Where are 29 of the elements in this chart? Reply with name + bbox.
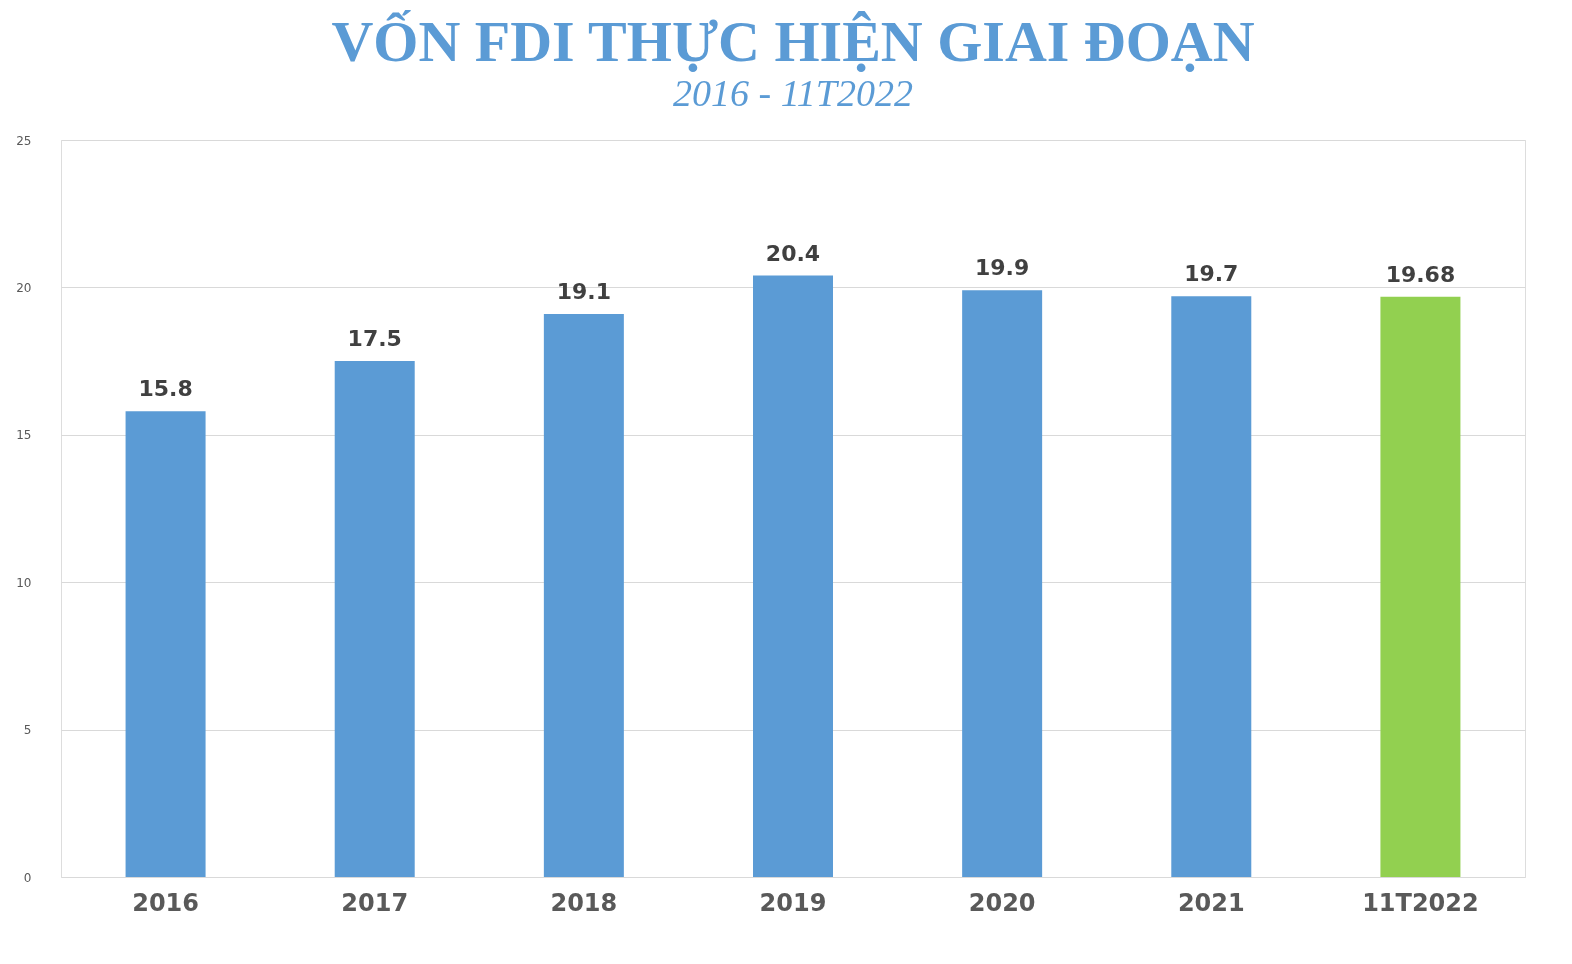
chart-subtitle: 2016 - 11T2022: [673, 72, 913, 114]
x-tick-label: 2017: [341, 888, 409, 917]
y-tick-label: 0: [23, 870, 32, 885]
x-tick-label: 2016: [132, 888, 199, 917]
x-tick-label: 2018: [550, 888, 618, 917]
data-label: 17.5: [347, 326, 402, 352]
bar: [334, 361, 415, 877]
data-label: 19.7: [1184, 261, 1239, 287]
bar: [1171, 296, 1252, 877]
chart-title: VỐN FDI THỰC HIỆN GIAI ĐOẠN: [331, 9, 1255, 74]
y-tick-label: 5: [23, 723, 32, 738]
y-tick-label: 10: [16, 575, 32, 590]
x-tick-label: 2020: [968, 888, 1036, 917]
x-tick-label: 2019: [759, 888, 827, 917]
bar: [543, 313, 624, 877]
x-tick-label: 11T2022: [1362, 888, 1479, 917]
bar: [125, 411, 206, 877]
data-label: 15.8: [138, 376, 193, 402]
bar: [1380, 296, 1461, 877]
y-tick-label: 20: [16, 280, 32, 295]
x-tick-label: 2021: [1177, 888, 1245, 917]
y-tick-label: 25: [16, 133, 32, 148]
y-tick-label: 15: [16, 428, 32, 443]
bar: [753, 275, 833, 877]
bar: [962, 290, 1043, 877]
data-label: 20.4: [765, 240, 821, 266]
data-label: 19.68: [1385, 261, 1456, 287]
data-label: 19.9: [975, 255, 1030, 281]
data-label: 19.1: [556, 278, 611, 304]
